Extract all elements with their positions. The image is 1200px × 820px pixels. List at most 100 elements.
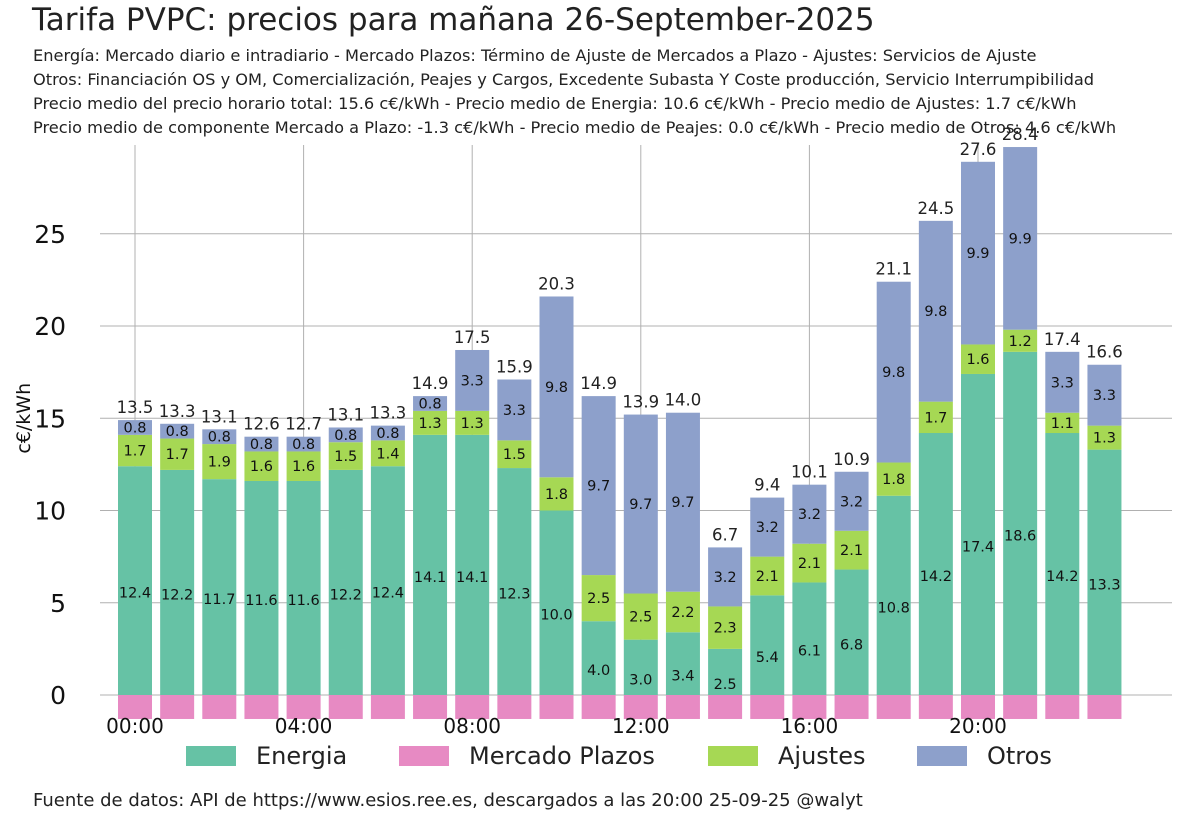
y-tick-label: 25: [34, 220, 66, 249]
bar-otros: [918, 220, 953, 402]
bar-mercado-plazos: [497, 695, 532, 719]
bar-energia: [1087, 449, 1122, 695]
legend-label-otros: Otros: [987, 742, 1052, 770]
label-ajustes: 2.1: [840, 543, 863, 559]
bar-energia: [328, 469, 363, 695]
label-total: 13.1: [327, 405, 364, 424]
bar-energia: [497, 468, 532, 695]
bar-ajustes: [792, 543, 827, 583]
bar-otros: [286, 436, 321, 452]
bar-energia: [118, 466, 152, 695]
label-ajustes: 1.2: [1009, 334, 1032, 350]
bar-mercado-plazos: [665, 695, 700, 719]
label-energia: 12.4: [372, 586, 404, 602]
bar-mercado-plazos: [708, 695, 743, 719]
bar-energia: [1045, 433, 1080, 695]
y-axis-label: c€/kWh: [13, 383, 35, 454]
label-otros: 9.8: [924, 304, 947, 320]
label-otros: 3.2: [714, 570, 737, 586]
bar-ajustes: [1087, 425, 1122, 450]
x-tick-label: 00:00: [106, 714, 164, 738]
bar-ajustes: [1045, 412, 1080, 434]
bar-otros: [455, 349, 490, 411]
label-otros: 9.8: [545, 380, 568, 396]
bar-energia: [160, 469, 195, 695]
label-otros: 9.7: [671, 495, 694, 511]
label-ajustes: 1.3: [419, 416, 442, 432]
bar-mercado-plazos: [328, 695, 363, 719]
bar-ajustes: [1003, 329, 1038, 352]
label-otros: 0.8: [123, 420, 146, 436]
label-total: 10.9: [833, 450, 870, 469]
label-total: 15.9: [496, 358, 533, 377]
bar-ajustes: [370, 440, 405, 467]
bar-ajustes: [623, 593, 658, 640]
bar-ajustes: [834, 530, 869, 570]
label-otros: 9.9: [966, 246, 989, 262]
bar-mercado-plazos: [370, 695, 405, 719]
bar-energia: [202, 479, 237, 695]
bar-ajustes: [455, 410, 490, 435]
stacked-bar-chart: 12.4 1.7 0.8 13.5 12.2 1.7 0.8 13.3 11.7 1.9 0.8 13…: [13, 125, 1172, 738]
subtitle-line-1: Energía: Mercado diario e intradiario - …: [33, 46, 1037, 65]
bar-energia: [961, 373, 995, 695]
label-ajustes: 2.5: [587, 591, 610, 607]
label-ajustes: 1.3: [1093, 431, 1116, 447]
label-otros: 0.8: [208, 430, 231, 446]
bar-otros: [834, 471, 869, 531]
label-total: 10.1: [791, 463, 828, 482]
label-ajustes: 1.8: [882, 472, 905, 488]
bar-mercado-plazos: [118, 695, 152, 719]
bar-ajustes: [413, 410, 448, 435]
bar-otros: [413, 396, 448, 411]
label-energia: 12.2: [330, 587, 362, 603]
label-energia: 12.3: [498, 587, 530, 603]
label-otros: 9.8: [882, 365, 905, 381]
label-energia: 14.1: [456, 570, 488, 586]
label-ajustes: 2.2: [671, 605, 694, 621]
bar-ajustes: [286, 451, 321, 481]
label-energia: 5.4: [756, 650, 779, 666]
label-ajustes: 1.9: [208, 455, 231, 471]
legend-item-energia: Energia: [186, 742, 347, 770]
bar-energia: [708, 648, 743, 695]
label-ajustes: 1.8: [545, 487, 568, 503]
bar-ajustes: [244, 451, 279, 481]
label-ajustes: 2.1: [756, 569, 779, 585]
label-otros: 0.8: [376, 426, 399, 442]
label-energia: 14.2: [1046, 569, 1078, 585]
label-energia: 6.1: [798, 644, 821, 660]
label-total: 13.3: [370, 404, 407, 423]
x-tick-label: 08:00: [443, 714, 501, 738]
label-energia: 11.6: [245, 593, 277, 609]
bar-otros: [202, 429, 237, 445]
bar-ajustes: [497, 440, 532, 469]
bar-otros: [1087, 364, 1122, 426]
bar-otros: [961, 161, 995, 345]
label-ajustes: 1.6: [292, 459, 315, 475]
legend-label-ajustes: Ajustes: [778, 742, 866, 770]
bar-energia: [792, 582, 827, 695]
label-total: 13.3: [159, 402, 196, 421]
label-ajustes: 1.3: [461, 416, 484, 432]
legend-item-ajustes: Ajustes: [708, 742, 865, 770]
bar-mercado-plazos: [286, 695, 321, 719]
bar-energia: [750, 595, 785, 695]
label-ajustes: 2.1: [798, 556, 821, 572]
bar-ajustes: [918, 401, 953, 434]
label-total: 12.7: [285, 415, 322, 434]
legend-swatch-otros: [917, 746, 967, 766]
axes: 0 5 10 15 20 25 00:00 04:00 08:00 12:00 16:00 20:00…: [13, 220, 1007, 738]
subtitle-line-3: Precio medio del precio horario total: 1…: [33, 94, 1077, 113]
x-tick-label: 20:00: [949, 714, 1007, 738]
legend-label-energia: Energia: [256, 742, 348, 770]
label-total: 17.5: [454, 328, 491, 347]
bar-mercado-plazos: [539, 695, 574, 719]
bar-ajustes: [118, 434, 152, 467]
x-tick-label: 04:00: [275, 714, 333, 738]
label-otros: 0.8: [250, 437, 273, 453]
label-total: 24.5: [917, 199, 954, 218]
bar-energia: [1003, 351, 1038, 695]
y-tick-label: 0: [50, 681, 66, 710]
label-total: 13.9: [622, 393, 659, 412]
